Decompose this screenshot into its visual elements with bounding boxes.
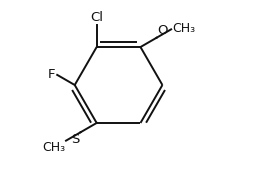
Text: Cl: Cl	[90, 11, 103, 24]
Text: CH₃: CH₃	[172, 22, 195, 35]
Text: F: F	[48, 67, 55, 81]
Text: CH₃: CH₃	[42, 141, 65, 154]
Text: S: S	[71, 133, 80, 146]
Text: O: O	[157, 24, 168, 37]
